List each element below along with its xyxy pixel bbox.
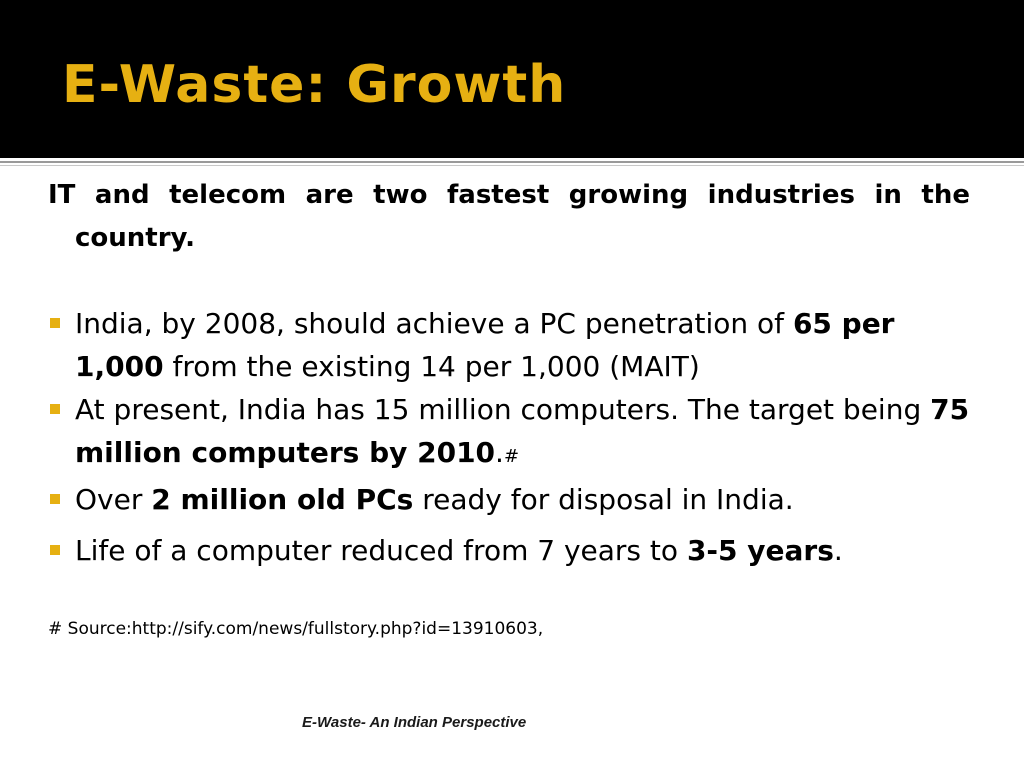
bullet-text: Over xyxy=(75,483,152,516)
slide-body: IT and telecom are two fastest growing i… xyxy=(48,174,970,572)
bullet-highlight: 3-5 years xyxy=(686,534,834,567)
bullet-text: . xyxy=(833,534,843,567)
bullet-square-icon xyxy=(50,404,60,414)
bullet-highlight: 75 million computers by 2010 xyxy=(75,393,970,469)
bullet-text: India, by 2008, should achieve a PC pene… xyxy=(75,307,793,340)
title-bar: E-Waste: Growth xyxy=(0,0,1024,158)
bullet-highlight: 65 per 1,000 xyxy=(75,307,895,383)
footnote-mark: # xyxy=(503,446,520,467)
slide-footer: E-Waste- An Indian Perspective xyxy=(302,714,527,731)
bullet-list: India, by 2008, should achieve a PC pene… xyxy=(48,302,970,572)
slide-title: E-Waste: Growth xyxy=(62,55,567,115)
bullet-item-computers-target: At present, India has 15 million compute… xyxy=(48,388,970,478)
title-divider-thin xyxy=(0,165,1024,166)
bullet-square-icon xyxy=(50,494,60,504)
bullet-highlight: 2 million old PCs xyxy=(151,483,414,516)
bullet-text: from the existing 14 per 1,000 (MAIT) xyxy=(163,350,700,383)
bullet-text: At present, India has 15 million compute… xyxy=(75,393,931,426)
title-divider xyxy=(0,161,1024,163)
bullet-square-icon xyxy=(50,318,60,328)
bullet-square-icon xyxy=(50,545,60,555)
bullet-text: . xyxy=(495,436,504,469)
bullet-item-old-pcs: Over 2 million old PCs ready for disposa… xyxy=(48,478,970,521)
bullet-item-computer-life: Life of a computer reduced from 7 years … xyxy=(48,529,970,572)
source-note: # Source:http://sify.com/news/fullstory.… xyxy=(48,619,544,639)
bullet-text: Life of a computer reduced from 7 years … xyxy=(75,534,687,567)
bullet-item-pc-penetration: India, by 2008, should achieve a PC pene… xyxy=(48,302,970,388)
intro-text: IT and telecom are two fastest growing i… xyxy=(48,180,970,253)
bullet-text: ready for disposal in India. xyxy=(413,483,794,516)
